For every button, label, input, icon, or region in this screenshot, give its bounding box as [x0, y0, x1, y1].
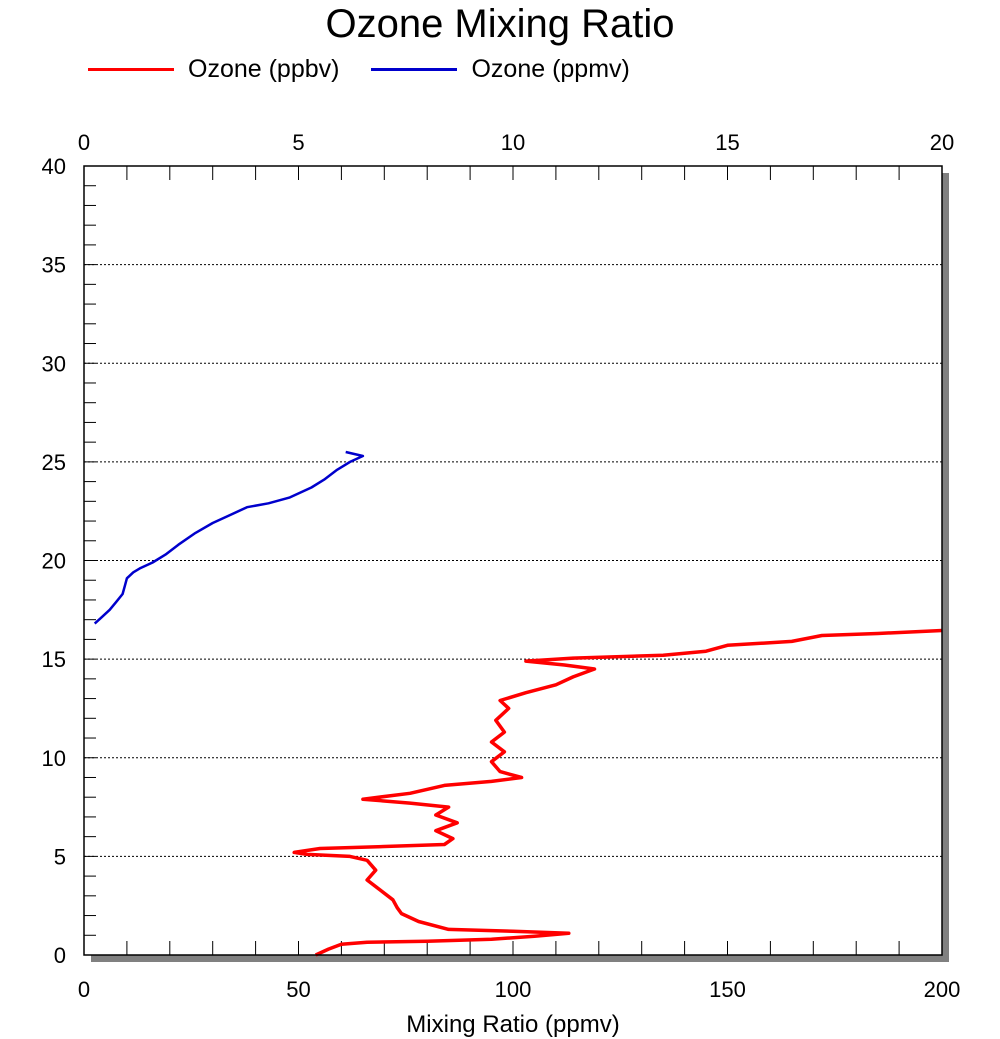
x-top-tick-label-0: 0 — [78, 130, 90, 155]
x-bottom-tick-label-0: 0 — [78, 977, 90, 1002]
x-top-tick-label-2: 10 — [501, 130, 525, 155]
x-bottom-tick-label-1: 50 — [286, 977, 310, 1002]
chart-plot: 0 5 10 15 20 25 30 35 40 0 50 100 150 200 0 5 10 15 20 Mix… — [0, 0, 1000, 1039]
x-top-tick-label-4: 20 — [930, 130, 954, 155]
x-top-tick-label-3: 15 — [715, 130, 739, 155]
y-tick-label-4: 20 — [42, 549, 66, 574]
y-tick-label-7: 35 — [42, 253, 66, 278]
y-tick-label-1: 5 — [54, 844, 66, 869]
y-tick-label-6: 30 — [42, 351, 66, 376]
x-top-tick-label-1: 5 — [292, 130, 304, 155]
y-tick-label-8: 40 — [42, 154, 66, 179]
y-tick-label-0: 0 — [54, 943, 66, 968]
y-tick-label-3: 15 — [42, 647, 66, 672]
y-tick-label-5: 25 — [42, 450, 66, 475]
x-axis-title: Mixing Ratio (ppmv) — [406, 1011, 619, 1038]
y-tick-label-2: 10 — [42, 746, 66, 771]
x-bottom-tick-label-3: 150 — [709, 977, 746, 1002]
x-bottom-tick-label-4: 200 — [924, 977, 961, 1002]
x-bottom-tick-label-2: 100 — [495, 977, 532, 1002]
